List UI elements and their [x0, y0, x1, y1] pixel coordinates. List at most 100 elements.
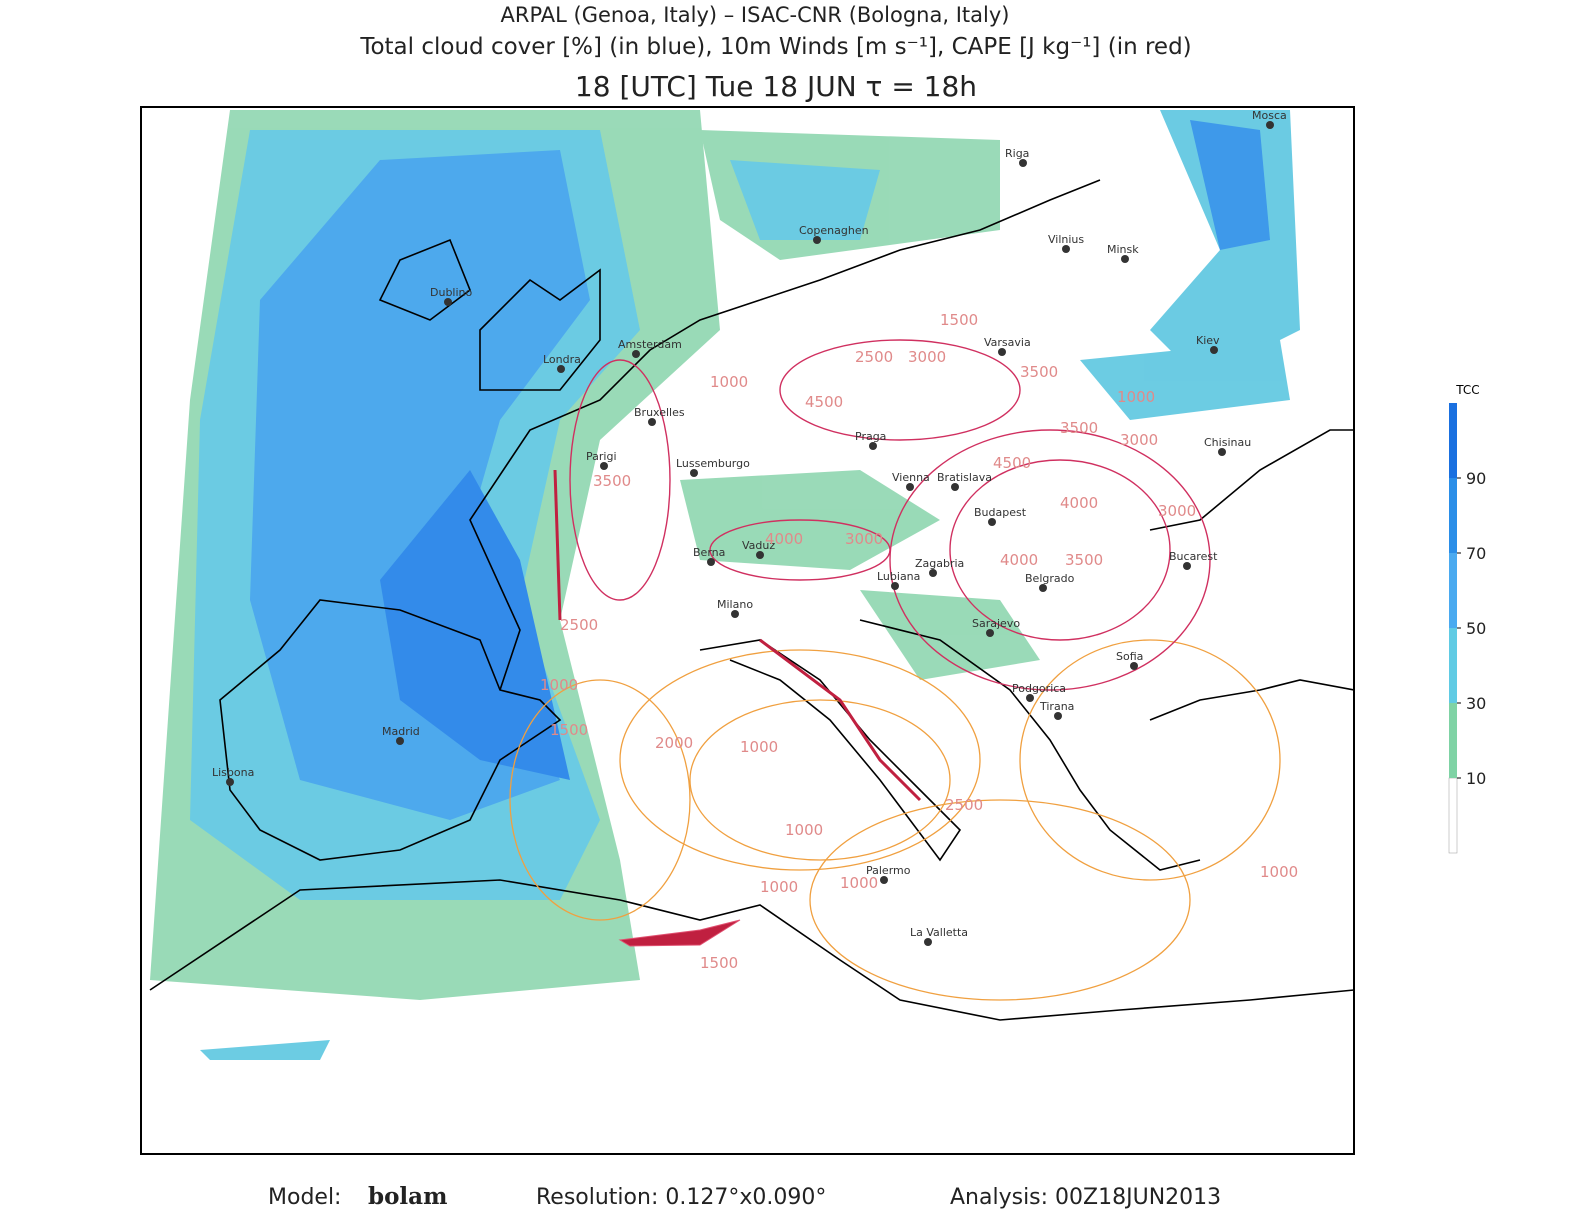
city-dot	[1062, 245, 1070, 253]
header-line: ARPAL (Genoa, Italy) – ISAC-CNR (Bologna…	[501, 3, 1010, 27]
city-dot	[929, 569, 937, 577]
cape-label: 3000	[908, 348, 946, 366]
city-dot	[813, 236, 821, 244]
city-dot	[1210, 346, 1218, 354]
city-label: Lubiana	[877, 570, 920, 583]
city-dot	[869, 442, 877, 450]
city-dot	[632, 350, 640, 358]
colorbar-tick-label: 10	[1466, 769, 1486, 788]
cape-label: 1000	[710, 373, 748, 391]
cape-label: 1000	[785, 821, 823, 839]
city-label: Praga	[855, 430, 886, 443]
city-dot	[557, 365, 565, 373]
city-label: Lisbona	[212, 766, 254, 779]
city-label: Podgorica	[1012, 682, 1066, 695]
city-label: Madrid	[382, 725, 420, 738]
colorbar-tick-label: 30	[1466, 694, 1486, 713]
city-dot	[731, 610, 739, 618]
city-label: Palermo	[866, 864, 911, 877]
city-label: Lussemburgo	[676, 457, 750, 470]
city-label: Varsavia	[984, 336, 1031, 349]
cape-label: 4000	[1060, 494, 1098, 512]
colorbar-tick-label: 70	[1466, 544, 1486, 563]
colorbar-tick-label: 50	[1466, 619, 1486, 638]
city-dot	[690, 469, 698, 477]
city-dot	[998, 348, 1006, 356]
cape-label: 2500	[945, 796, 983, 814]
cape-label: 1000	[840, 874, 878, 892]
footer-model: bolam	[368, 1183, 447, 1210]
city-label: Bratislava	[937, 471, 992, 484]
city-dot	[986, 629, 994, 637]
city-label: Minsk	[1107, 243, 1139, 256]
cape-label: 2500	[560, 616, 598, 634]
cape-label: 4000	[765, 530, 803, 548]
city-label: La Valletta	[910, 926, 968, 939]
cape-label: 3500	[1020, 363, 1058, 381]
map: Mosca Riga Copenaghen Vilnius Minsk Dublino Va…	[140, 106, 1355, 1155]
city-dot	[756, 551, 764, 559]
city-label: Parigi	[586, 450, 617, 463]
city-dot	[988, 518, 996, 526]
city-dot	[891, 582, 899, 590]
cape-label: 3000	[845, 530, 883, 548]
cape-label: 3000	[1120, 431, 1158, 449]
city-label: Riga	[1005, 147, 1029, 160]
city-label: Kiev	[1196, 334, 1220, 347]
city-label: Amsterdam	[618, 338, 682, 351]
city-label: Budapest	[974, 506, 1027, 519]
footer-model-label: Model:	[268, 1185, 341, 1210]
city-dot	[1130, 662, 1138, 670]
city-dot	[707, 558, 715, 566]
city-dot	[1266, 121, 1274, 129]
cape-label: 1000	[1117, 388, 1155, 406]
city-dot	[600, 462, 608, 470]
cape-label: 4500	[993, 454, 1031, 472]
footer-resolution: Resolution: 0.127°x0.090°	[536, 1185, 826, 1210]
cape-label: 1000	[740, 738, 778, 756]
city-dot	[1218, 448, 1226, 456]
cape-label: 2000	[655, 734, 693, 752]
city-dot	[1039, 584, 1047, 592]
city-label: Bucarest	[1169, 550, 1218, 563]
city-label: Mosca	[1252, 109, 1287, 122]
cape-label: 1500	[550, 721, 588, 739]
colorbar: TCC 10 30 50 70 90	[1448, 383, 1486, 854]
city-label: Vaduz	[742, 539, 775, 552]
city-label: Copenaghen	[799, 224, 869, 237]
city-label: Berna	[693, 546, 725, 559]
city-label: Sarajevo	[972, 617, 1020, 630]
city-label: Bruxelles	[634, 406, 685, 419]
city-dot	[1121, 255, 1129, 263]
city-label: Chisinau	[1204, 436, 1251, 449]
city-label: Zagabria	[915, 557, 964, 570]
city-dot	[924, 938, 932, 946]
city-dot	[1183, 562, 1191, 570]
city-label: Belgrado	[1025, 572, 1075, 585]
city-dot	[648, 418, 656, 426]
footer-analysis: Analysis: 00Z18JUN2013	[950, 1185, 1221, 1210]
city-label: Vienna	[892, 471, 930, 484]
city-dot	[1026, 694, 1034, 702]
cape-label: 1000	[540, 676, 578, 694]
colorbar-title: TCC	[1455, 383, 1479, 397]
city-dot	[1054, 712, 1062, 720]
cape-label: 2500	[855, 348, 893, 366]
city-dot	[396, 737, 404, 745]
cape-label: 3500	[1065, 551, 1103, 569]
city-label: Dublino	[430, 286, 473, 299]
city-dot	[1019, 159, 1027, 167]
city-label: Vilnius	[1048, 233, 1084, 246]
city-label: Sofia	[1116, 650, 1143, 663]
cape-label: 3000	[1158, 502, 1196, 520]
cape-label: 3500	[593, 472, 631, 490]
cape-label: 4500	[805, 393, 843, 411]
city-dot	[226, 778, 234, 786]
colorbar-tick-label: 90	[1466, 469, 1486, 488]
city-dot	[880, 876, 888, 884]
city-dot	[951, 483, 959, 491]
city-label: Londra	[543, 353, 581, 366]
cape-label: 1500	[700, 954, 738, 972]
city-label: Tirana	[1039, 700, 1074, 713]
